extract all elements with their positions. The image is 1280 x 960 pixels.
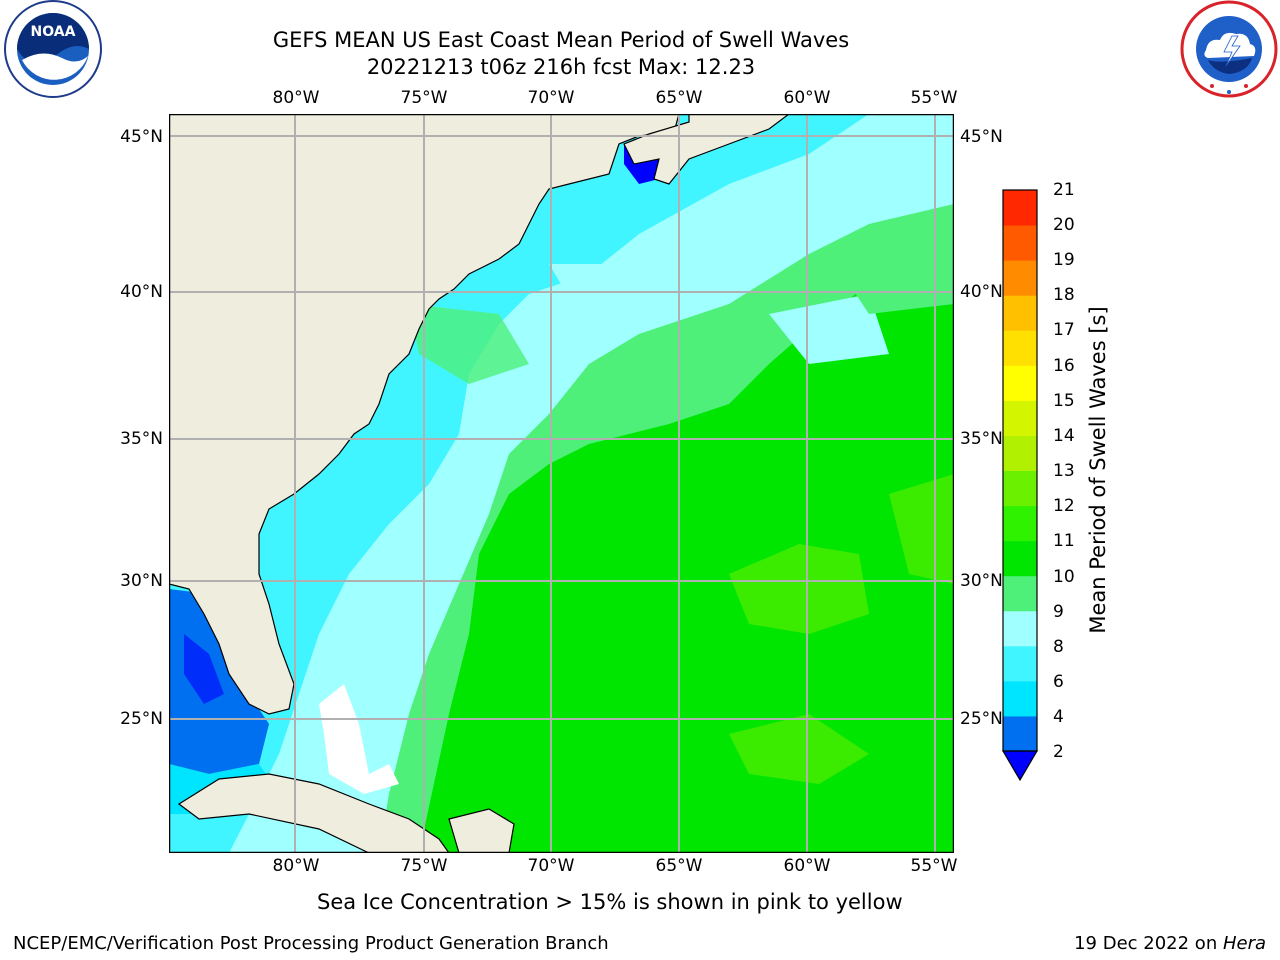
lat-tick-left-25n: 25°N	[120, 709, 163, 729]
lat-tick-left-45n: 45°N	[120, 127, 163, 147]
colorbar-tick-21: 21	[1053, 180, 1075, 200]
swell-period-map	[169, 114, 954, 853]
footer-credit: NCEP/EMC/Verification Post Processing Pr…	[13, 933, 609, 954]
lon-tick-top-80w: 80°W	[272, 88, 320, 108]
colorbar-tick-6: 6	[1053, 672, 1064, 692]
sea-ice-caption: Sea Ice Concentration > 15% is shown in …	[317, 890, 903, 914]
lat-tick-left-30n: 30°N	[120, 571, 163, 591]
lon-tick-bottom-60w: 60°W	[783, 856, 831, 876]
colorbar-tick-8: 8	[1053, 637, 1064, 657]
colorbar-tick-4: 4	[1053, 707, 1064, 727]
colorbar-bin-4	[1003, 680, 1037, 717]
graticule	[169, 114, 954, 853]
lon-tick-bottom-65w: 65°W	[655, 856, 703, 876]
lon-tick-top-70w: 70°W	[527, 88, 575, 108]
lat-tick-right-45n: 45°N	[960, 127, 1003, 147]
land-nova-scotia	[623, 114, 790, 185]
colorbar-bin-9	[1003, 575, 1037, 612]
lon-tick-top-55w: 55°W	[910, 88, 958, 108]
colorbar-bin-17	[1003, 295, 1037, 331]
colorbar-bin-8	[1003, 610, 1037, 647]
colorbar-bin-11	[1003, 505, 1037, 542]
lon-tick-bottom-75w: 75°W	[400, 856, 448, 876]
colorbar-tick-13: 13	[1053, 461, 1075, 481]
land-hispaniola	[448, 808, 515, 853]
colorbar-tick-2: 2	[1053, 742, 1064, 762]
lat-tick-right-40n: 40°N	[960, 282, 1003, 302]
colorbar-tick-20: 20	[1053, 215, 1075, 235]
colorbar-tick-10: 10	[1053, 567, 1075, 587]
colorbar-segments	[1003, 190, 1037, 752]
footer-date-text: 19 Dec 2022 on	[1074, 933, 1223, 954]
colorbar-tick-11: 11	[1053, 531, 1075, 551]
footer-host: Hera	[1222, 933, 1266, 954]
lat-tick-left-40n: 40°N	[120, 282, 163, 302]
footer-date: 19 Dec 2022 on Hera	[1074, 933, 1266, 954]
colorbar-bin-2	[1003, 715, 1037, 752]
colorbar-tick-18: 18	[1053, 285, 1075, 305]
colorbar-bin-13	[1003, 435, 1037, 471]
colorbar-extend-arrow	[1001, 750, 1039, 782]
lon-tick-bottom-80w: 80°W	[272, 856, 320, 876]
colorbar-bin-15	[1003, 365, 1037, 401]
colorbar-bin-10	[1003, 540, 1037, 577]
colorbar-tick-17: 17	[1053, 320, 1075, 340]
colorbar-bin-20	[1003, 190, 1037, 226]
title-line-2: 20221213 t06z 216h fcst Max: 12.23	[366, 55, 756, 79]
land-cuba	[177, 773, 450, 853]
lon-tick-top-60w: 60°W	[783, 88, 831, 108]
land-us	[169, 114, 680, 715]
colorbar-label: Mean Period of Swell Waves [s]	[1086, 306, 1110, 634]
lat-tick-left-35n: 35°N	[120, 429, 163, 449]
lon-tick-bottom-55w: 55°W	[910, 856, 958, 876]
colorbar-bin-6	[1003, 645, 1037, 682]
colorbar-tick-19: 19	[1053, 250, 1075, 270]
colorbar	[1001, 189, 1039, 782]
noaa-logo-text: NOAA	[31, 24, 76, 40]
colorbar-bin-14	[1003, 400, 1037, 436]
colorbar-tick-12: 12	[1053, 496, 1075, 516]
colorbar-bin-16	[1003, 330, 1037, 366]
noaa-logo: NOAA	[4, 0, 102, 98]
nws-logo	[1180, 0, 1278, 98]
colorbar-tick-16: 16	[1053, 356, 1075, 376]
colorbar-bin-19	[1003, 225, 1037, 261]
colorbar-bin-18	[1003, 260, 1037, 296]
lat-tick-right-25n: 25°N	[960, 709, 1003, 729]
colorbar-outline	[1002, 189, 1038, 752]
lat-tick-right-30n: 30°N	[960, 571, 1003, 591]
lon-tick-top-65w: 65°W	[655, 88, 703, 108]
lon-tick-top-75w: 75°W	[400, 88, 448, 108]
colorbar-tick-14: 14	[1053, 426, 1075, 446]
lon-tick-bottom-70w: 70°W	[527, 856, 575, 876]
lat-tick-right-35n: 35°N	[960, 429, 1003, 449]
colorbar-bin-12	[1003, 470, 1037, 507]
title-line-1: GEFS MEAN US East Coast Mean Period of S…	[272, 28, 850, 52]
colorbar-tick-9: 9	[1053, 602, 1064, 622]
colorbar-tick-15: 15	[1053, 391, 1075, 411]
